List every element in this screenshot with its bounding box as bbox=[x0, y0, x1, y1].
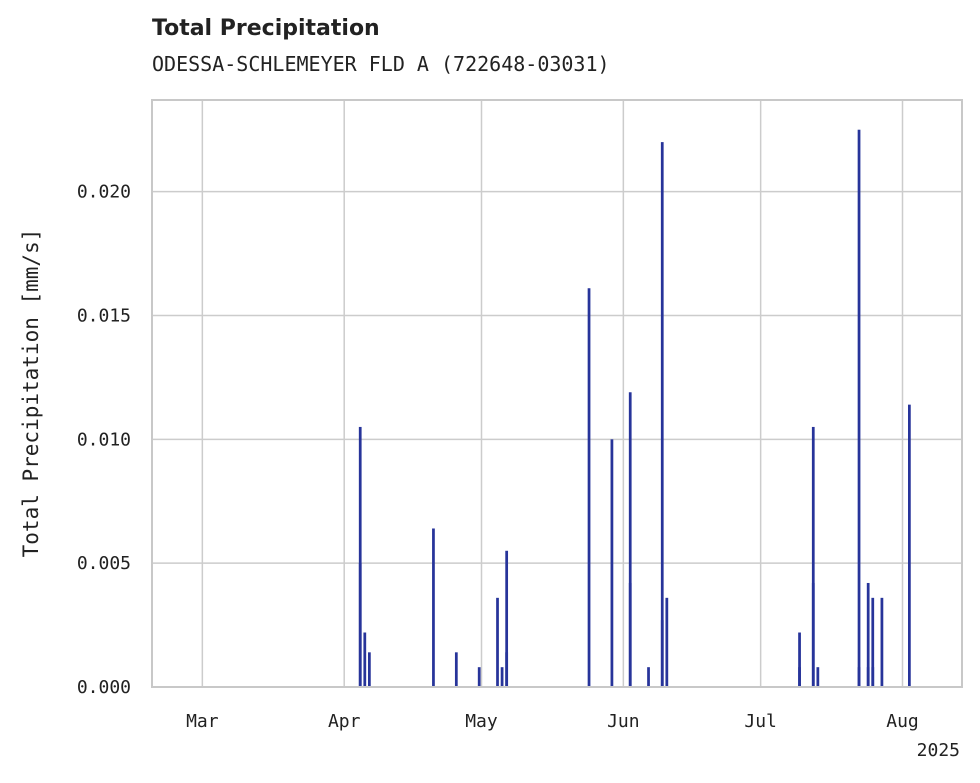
x-tick-label: Jun bbox=[607, 711, 640, 732]
y-tick-label: 0.015 bbox=[77, 305, 131, 326]
y-axis-label: Total Precipitation [mm/s] bbox=[19, 229, 43, 558]
bar-series bbox=[358, 129, 911, 688]
precipitation-bar bbox=[432, 528, 435, 687]
precipitation-bar bbox=[628, 392, 632, 687]
precipitation-bar bbox=[866, 667, 870, 687]
x-tick-labels: Mar Apr May Jun Jul Aug bbox=[186, 711, 919, 732]
precipitation-bar bbox=[505, 652, 509, 687]
precipitation-bar bbox=[500, 667, 504, 687]
x-tick-label: Aug bbox=[886, 711, 919, 732]
plot-area bbox=[152, 100, 962, 687]
precipitation-bar bbox=[871, 597, 875, 687]
precipitation-bar bbox=[358, 563, 362, 687]
precipitation-bar bbox=[660, 142, 664, 688]
x-tick-label: Mar bbox=[186, 711, 219, 732]
precipitation-bar bbox=[811, 582, 815, 687]
chart-title: Total Precipitation bbox=[152, 16, 380, 41]
precipitation-bar bbox=[798, 632, 801, 687]
x-tick-label: Jul bbox=[744, 711, 777, 732]
y-tick-label: 0.010 bbox=[77, 429, 131, 450]
x-tick-label: May bbox=[465, 711, 498, 732]
precipitation-bar bbox=[665, 597, 669, 687]
precipitation-bar bbox=[880, 597, 884, 687]
precipitation-bar bbox=[857, 667, 861, 687]
precipitation-bar bbox=[587, 288, 591, 687]
precipitation-bar bbox=[660, 620, 664, 687]
precipitation-bar bbox=[477, 667, 481, 687]
precipitation-bar bbox=[358, 426, 362, 687]
precipitation-bar bbox=[496, 597, 499, 687]
precipitation-bar bbox=[811, 426, 815, 687]
y-tick-label: 0.000 bbox=[77, 677, 131, 698]
precipitation-bar bbox=[871, 667, 875, 687]
precipitation-bar bbox=[798, 667, 801, 687]
y-tick-label: 0.005 bbox=[77, 553, 131, 574]
precipitation-bar bbox=[505, 550, 509, 687]
precipitation-bar bbox=[610, 439, 614, 687]
precipitation-bar bbox=[628, 582, 632, 687]
y-tick-labels: 0.000 0.005 0.010 0.015 0.020 bbox=[77, 182, 131, 698]
plot-frame bbox=[151, 99, 963, 688]
x-tick-label: Apr bbox=[328, 711, 361, 732]
x-offset-label: 2025 bbox=[917, 740, 960, 761]
precipitation-bar bbox=[363, 632, 367, 687]
precipitation-bar bbox=[816, 667, 820, 687]
precipitation-bar bbox=[368, 652, 371, 687]
precipitation-bar bbox=[647, 667, 650, 687]
precipitation-bar bbox=[866, 582, 870, 687]
chart-subtitle: ODESSA-SCHLEMEYER FLD A (722648-03031) bbox=[152, 52, 610, 76]
precipitation-bar bbox=[857, 129, 861, 688]
precipitation-bar bbox=[454, 652, 458, 687]
y-tick-label: 0.020 bbox=[77, 182, 131, 203]
precipitation-bar bbox=[908, 404, 911, 687]
